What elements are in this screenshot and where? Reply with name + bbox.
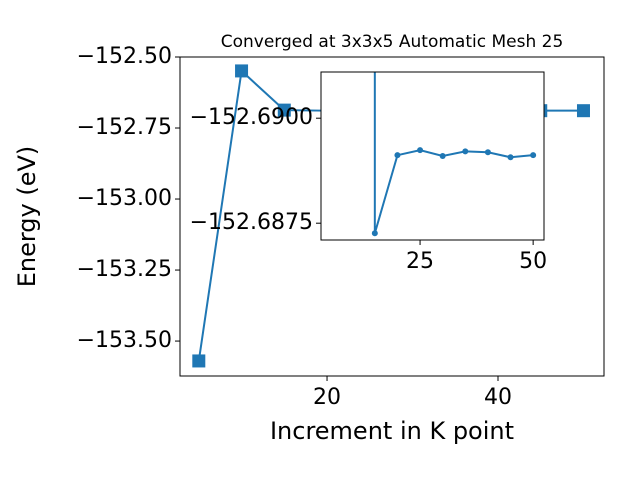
chart-title: Converged at 3x3x5 Automatic Mesh 25: [221, 32, 564, 52]
marker: [484, 149, 491, 156]
marker: [417, 147, 424, 154]
y-tick-label: −152.6900: [190, 105, 313, 130]
plot-clip: [371, 72, 537, 237]
marker: [235, 64, 249, 78]
x-tick-label: 20: [313, 385, 341, 410]
marker: [371, 230, 378, 237]
y-tick-label: −153.25: [77, 257, 172, 282]
marker: [530, 152, 537, 159]
y-tick-label: −153.50: [77, 328, 172, 353]
y-tick-label: −153.00: [77, 186, 172, 211]
marker: [277, 103, 291, 117]
marker: [439, 153, 446, 159]
y-axis-label: Energy (eV): [13, 146, 41, 288]
x-tick-label: 25: [406, 249, 434, 274]
marker: [576, 104, 590, 118]
axes-frame: [179, 56, 605, 377]
x-axis-label: Increment in K point: [270, 417, 514, 445]
x-tick-label: 40: [484, 385, 512, 410]
marker: [192, 354, 206, 368]
y-tick-label: −152.6875: [190, 210, 313, 235]
marker: [507, 154, 514, 161]
marker: [394, 152, 401, 159]
y-tick-label: −152.50: [77, 44, 172, 69]
x-tick-label: 50: [519, 249, 547, 274]
marker: [462, 148, 469, 155]
y-tick-label: −152.75: [77, 115, 172, 140]
axes-frame: [320, 71, 545, 241]
